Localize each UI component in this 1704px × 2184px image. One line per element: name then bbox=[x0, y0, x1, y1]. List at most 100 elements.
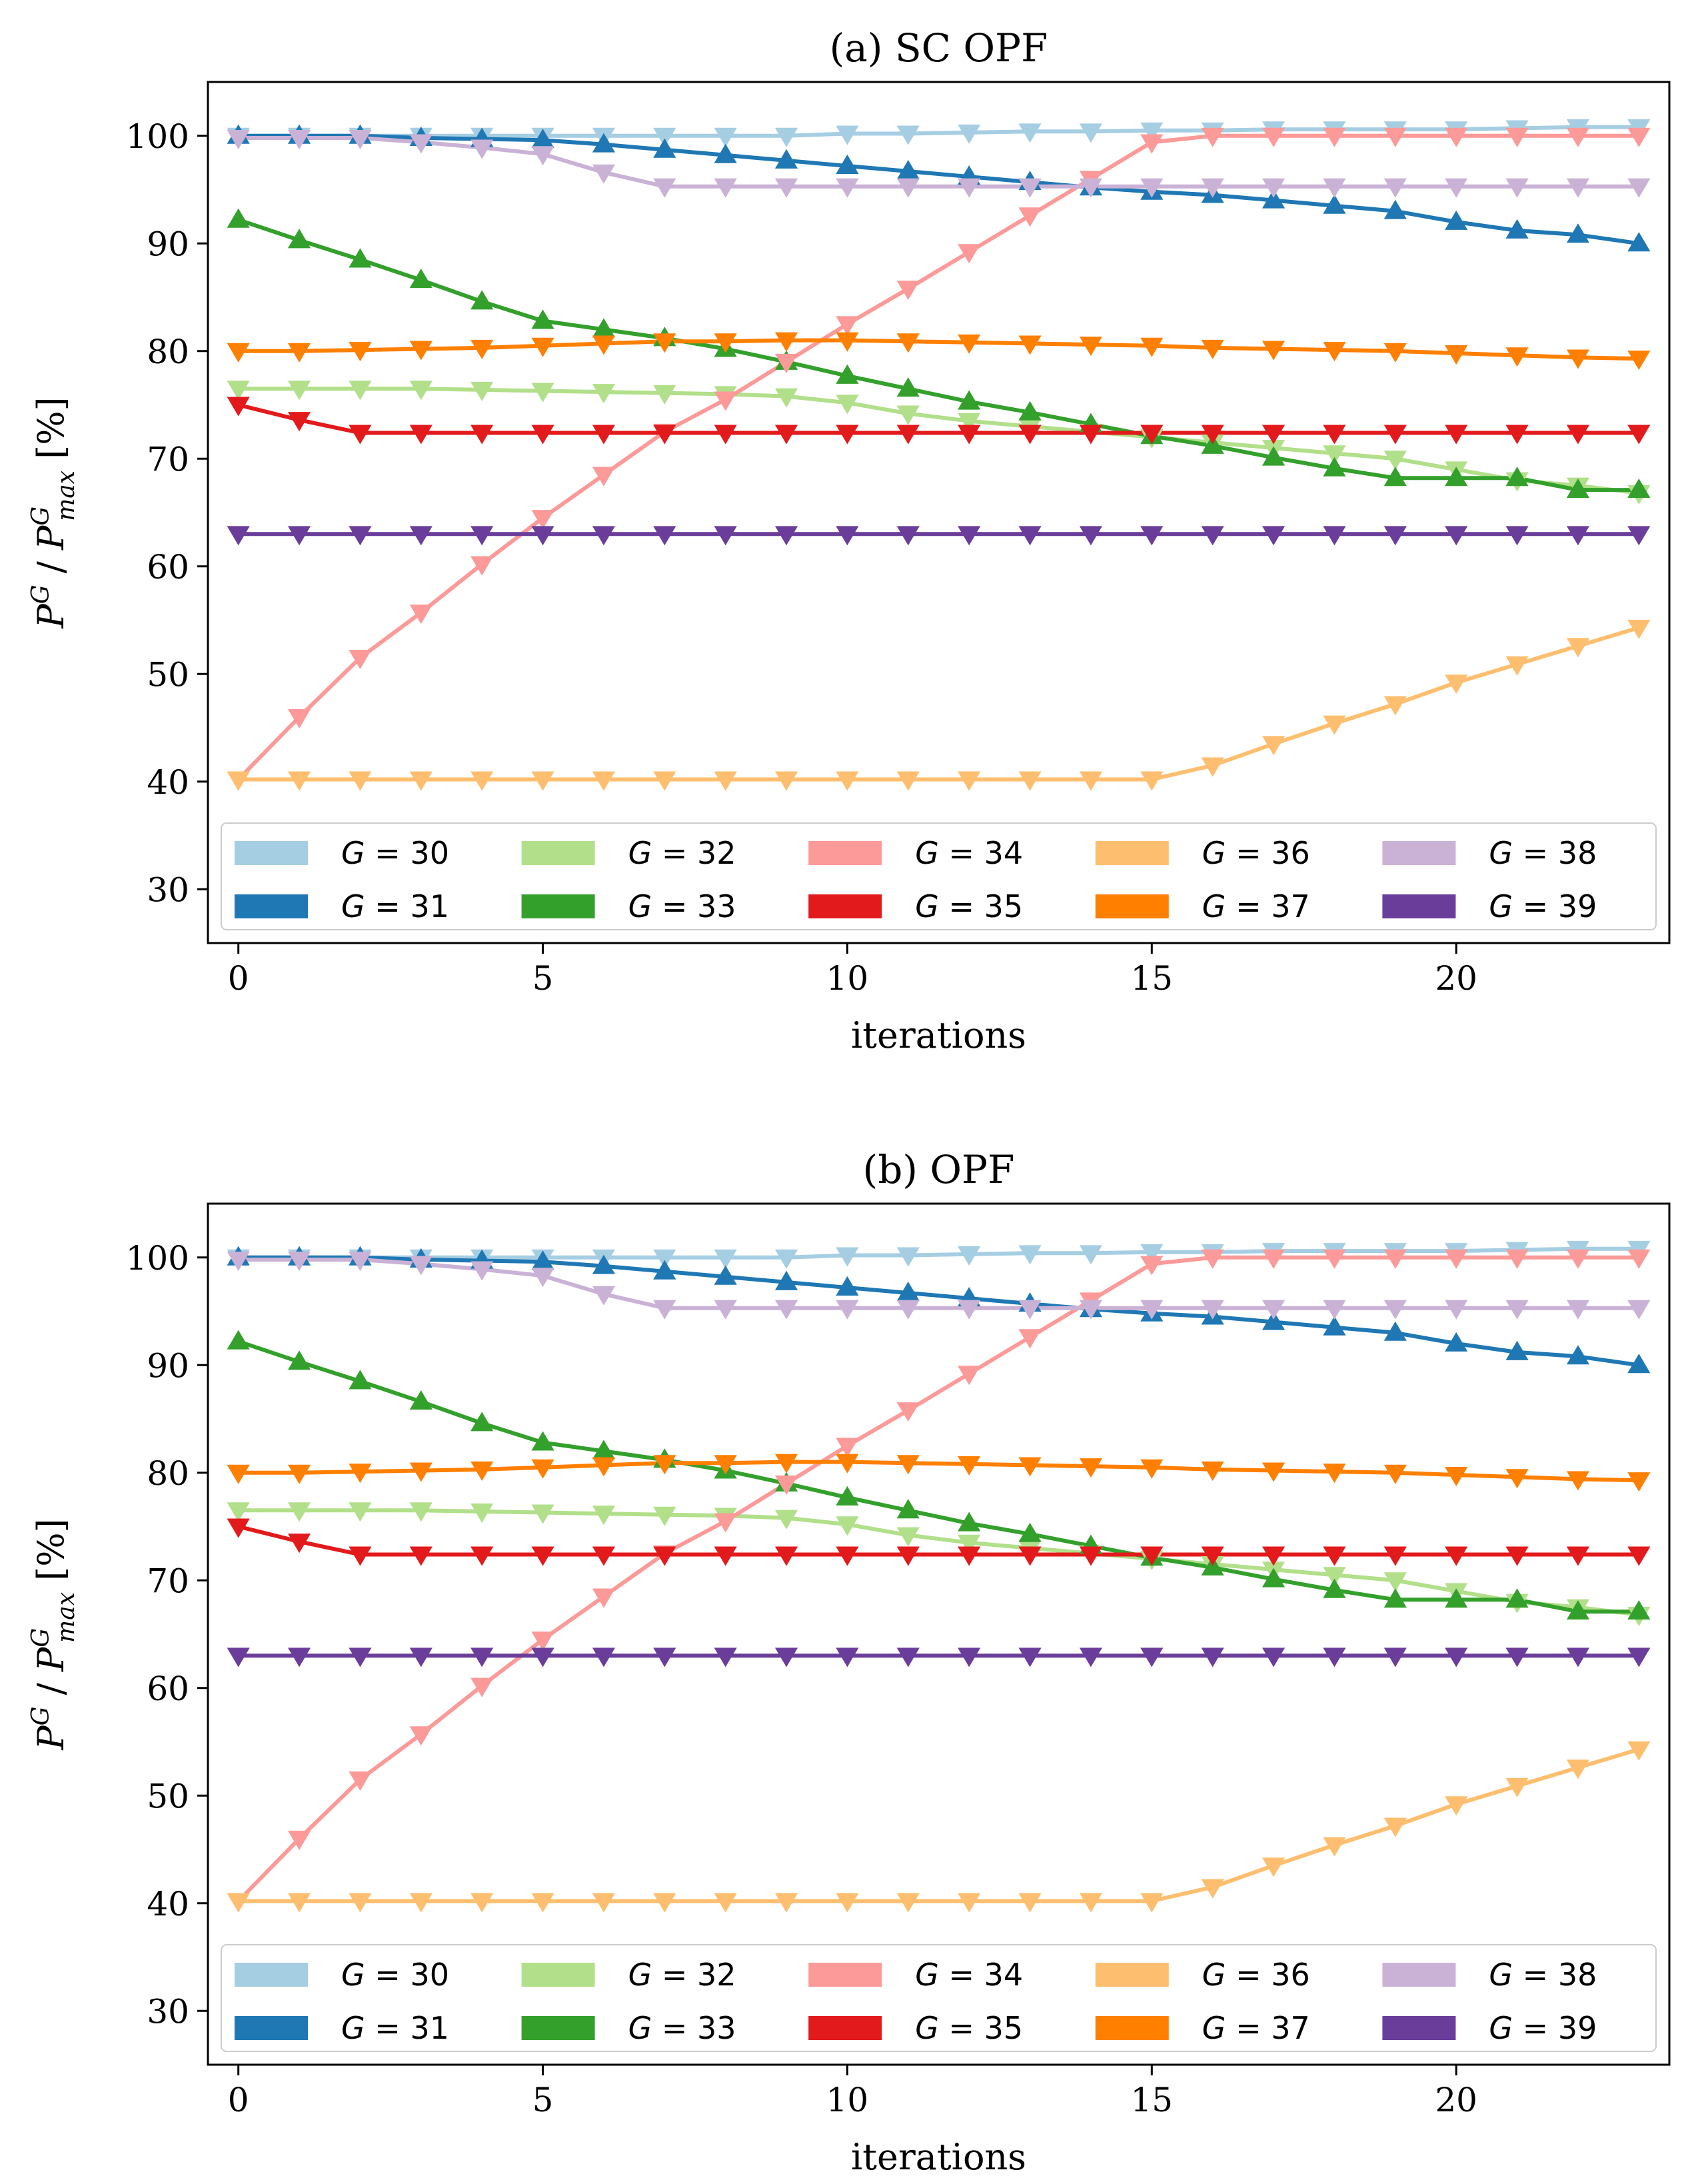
point-g36 bbox=[287, 1893, 311, 1913]
point-g34 bbox=[1262, 1249, 1285, 1269]
point-g38 bbox=[1445, 1300, 1468, 1320]
point-g38 bbox=[1018, 1300, 1042, 1320]
point-g37 bbox=[1018, 335, 1042, 355]
point-g36 bbox=[1201, 757, 1224, 777]
series-line-g32 bbox=[236, 1508, 1641, 1617]
y-tick-label: 80 bbox=[147, 333, 189, 371]
legend-swatch-g30 bbox=[235, 1963, 308, 1987]
y-tick-label: 40 bbox=[147, 763, 189, 802]
point-g38 bbox=[1383, 1300, 1407, 1320]
point-g34 bbox=[1566, 127, 1590, 147]
point-g39 bbox=[592, 1647, 616, 1667]
point-g36 bbox=[1566, 1759, 1590, 1779]
point-g33 bbox=[592, 318, 616, 338]
point-g32 bbox=[836, 395, 859, 415]
point-g34 bbox=[349, 650, 372, 670]
axes-frame bbox=[207, 1202, 1671, 2066]
series-markers bbox=[227, 1240, 1651, 1913]
panel-opf: (b) OPF 0 5 10 15 20 30 40 50 60 70 80 90 100 iteratio… bbox=[27, 1147, 1671, 2178]
point-g39 bbox=[1201, 1647, 1224, 1667]
point-g31 bbox=[531, 1250, 554, 1270]
point-g35 bbox=[1018, 1546, 1042, 1566]
point-g39 bbox=[1018, 526, 1042, 546]
point-g33 bbox=[1505, 1588, 1529, 1608]
point-g37 bbox=[1079, 337, 1103, 357]
point-g36 bbox=[1445, 674, 1468, 694]
point-g31 bbox=[774, 149, 798, 169]
point-g38 bbox=[227, 1252, 250, 1272]
point-g38 bbox=[1323, 178, 1346, 198]
point-g30 bbox=[896, 125, 920, 145]
series-line-g34 bbox=[236, 1255, 1641, 1903]
y-tick-label: 50 bbox=[147, 655, 189, 694]
series-line-g33 bbox=[236, 1339, 1641, 1614]
point-g33 bbox=[349, 248, 372, 268]
point-g37 bbox=[531, 337, 554, 357]
point-g39 bbox=[409, 526, 432, 546]
point-g30 bbox=[1018, 123, 1042, 143]
point-g39 bbox=[896, 526, 920, 546]
point-g34 bbox=[1505, 127, 1529, 147]
point-g36 bbox=[1383, 696, 1407, 716]
point-g33 bbox=[1445, 1588, 1468, 1608]
point-g38 bbox=[1201, 1300, 1224, 1320]
legend-swatch-g35 bbox=[808, 2016, 882, 2040]
point-g38 bbox=[1505, 178, 1529, 198]
point-g39 bbox=[896, 1647, 920, 1667]
point-g35 bbox=[774, 1546, 798, 1566]
point-g32 bbox=[653, 385, 676, 405]
point-g38 bbox=[958, 178, 981, 198]
point-g39 bbox=[349, 1647, 372, 1667]
point-g37 bbox=[1201, 1461, 1224, 1482]
point-g37 bbox=[836, 1454, 859, 1474]
point-g37 bbox=[958, 334, 981, 354]
point-g38 bbox=[653, 1300, 676, 1320]
y-tick-label: 30 bbox=[147, 1992, 189, 2031]
point-g33 bbox=[958, 1512, 981, 1532]
point-g37 bbox=[714, 333, 737, 353]
x-tick-label: 20 bbox=[1435, 959, 1477, 998]
point-g36 bbox=[958, 1893, 981, 1913]
point-g33 bbox=[1262, 446, 1285, 466]
point-g32 bbox=[227, 381, 250, 401]
point-g36 bbox=[1201, 1879, 1224, 1899]
point-g39 bbox=[836, 526, 859, 546]
point-g33 bbox=[1018, 401, 1042, 421]
y-tick-label: 90 bbox=[147, 225, 189, 263]
point-g38 bbox=[774, 1300, 798, 1320]
point-g32 bbox=[227, 1502, 250, 1522]
legend-label-g36: G = 36 bbox=[1202, 835, 1310, 871]
point-g34 bbox=[409, 1726, 432, 1746]
point-g38 bbox=[653, 178, 676, 198]
point-g37 bbox=[1018, 1457, 1042, 1477]
point-g39 bbox=[531, 526, 554, 546]
point-g33 bbox=[1627, 478, 1651, 499]
point-g35 bbox=[531, 1546, 554, 1566]
legend-label-g36: G = 36 bbox=[1202, 1957, 1310, 1993]
point-g35 bbox=[409, 1546, 432, 1566]
point-g38 bbox=[592, 1286, 616, 1306]
point-g37 bbox=[1079, 1458, 1103, 1478]
point-g32 bbox=[470, 1503, 494, 1523]
point-g37 bbox=[1445, 1467, 1468, 1487]
y-tick-label: 70 bbox=[147, 1562, 189, 1600]
point-g34 bbox=[349, 1771, 372, 1791]
point-g31 bbox=[653, 1260, 676, 1280]
point-g39 bbox=[653, 1647, 676, 1667]
legend-label-g32: G = 32 bbox=[628, 1957, 736, 1993]
legend-label-g35: G = 35 bbox=[915, 888, 1023, 924]
point-g33 bbox=[470, 1412, 494, 1432]
point-g39 bbox=[592, 526, 616, 546]
point-g35 bbox=[1262, 425, 1285, 445]
legend-swatch-g38 bbox=[1382, 841, 1456, 865]
point-g35 bbox=[349, 425, 372, 445]
point-g36 bbox=[1018, 771, 1042, 791]
chart-title: (b) OPF bbox=[863, 1147, 1015, 1192]
point-g32 bbox=[287, 381, 311, 401]
point-g39 bbox=[470, 526, 494, 546]
legend-swatch-g37 bbox=[1095, 2016, 1169, 2040]
legend-label-g30: G = 30 bbox=[341, 835, 449, 871]
point-g35 bbox=[714, 1546, 737, 1566]
point-g32 bbox=[896, 405, 920, 425]
point-g37 bbox=[1566, 349, 1590, 369]
